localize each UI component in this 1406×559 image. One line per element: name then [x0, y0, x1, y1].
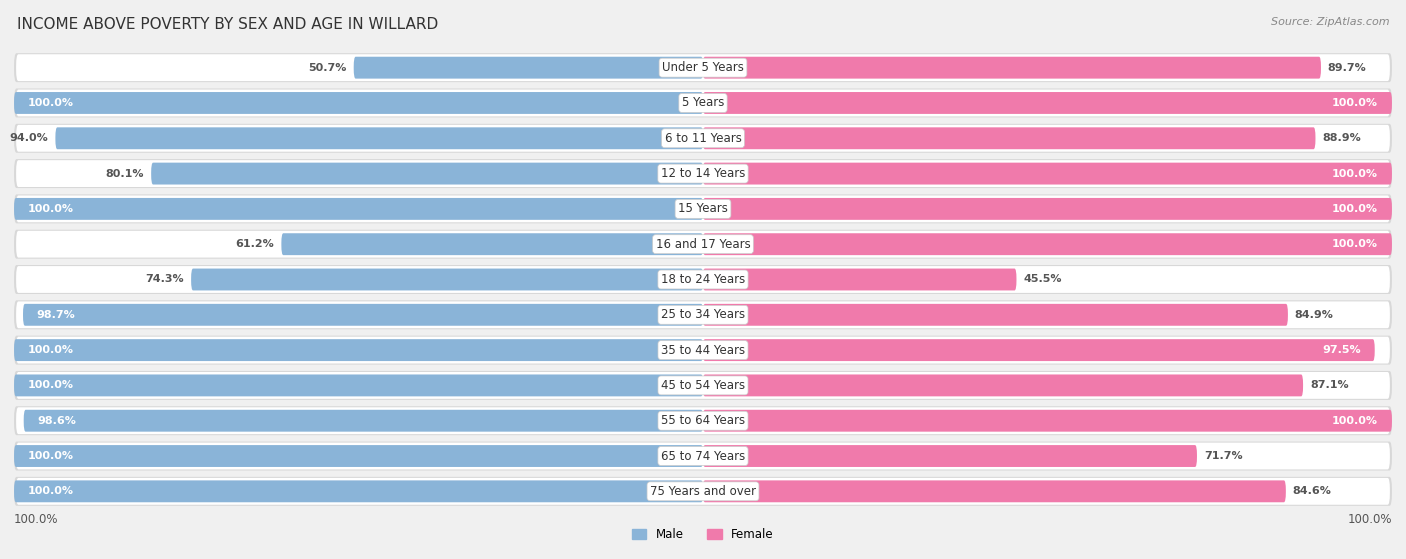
FancyBboxPatch shape — [281, 233, 703, 255]
FancyBboxPatch shape — [703, 92, 1392, 114]
FancyBboxPatch shape — [152, 163, 703, 184]
Text: 100.0%: 100.0% — [28, 381, 75, 390]
Text: Under 5 Years: Under 5 Years — [662, 61, 744, 74]
Text: 88.9%: 88.9% — [1323, 133, 1361, 143]
Text: 74.3%: 74.3% — [146, 274, 184, 285]
Text: Source: ZipAtlas.com: Source: ZipAtlas.com — [1271, 17, 1389, 27]
Text: 12 to 14 Years: 12 to 14 Years — [661, 167, 745, 180]
FancyBboxPatch shape — [14, 195, 1392, 224]
FancyBboxPatch shape — [14, 198, 703, 220]
Text: 75 Years and over: 75 Years and over — [650, 485, 756, 498]
FancyBboxPatch shape — [15, 337, 1391, 363]
FancyBboxPatch shape — [703, 339, 1375, 361]
Text: 100.0%: 100.0% — [1331, 416, 1378, 426]
FancyBboxPatch shape — [14, 159, 1392, 188]
FancyBboxPatch shape — [703, 480, 1286, 503]
Text: 6 to 11 Years: 6 to 11 Years — [665, 132, 741, 145]
Text: 16 and 17 Years: 16 and 17 Years — [655, 238, 751, 250]
Text: 100.0%: 100.0% — [28, 204, 75, 214]
Text: 100.0%: 100.0% — [1331, 169, 1378, 178]
FancyBboxPatch shape — [14, 335, 1392, 364]
FancyBboxPatch shape — [14, 265, 1392, 294]
FancyBboxPatch shape — [24, 410, 703, 432]
Text: 100.0%: 100.0% — [28, 451, 75, 461]
Text: 98.7%: 98.7% — [37, 310, 76, 320]
Text: 94.0%: 94.0% — [10, 133, 48, 143]
FancyBboxPatch shape — [703, 410, 1392, 432]
FancyBboxPatch shape — [14, 88, 1392, 117]
Text: 50.7%: 50.7% — [308, 63, 347, 73]
FancyBboxPatch shape — [14, 375, 703, 396]
FancyBboxPatch shape — [14, 230, 1392, 259]
Text: 35 to 44 Years: 35 to 44 Years — [661, 344, 745, 357]
Text: 97.5%: 97.5% — [1322, 345, 1361, 355]
FancyBboxPatch shape — [703, 445, 1197, 467]
FancyBboxPatch shape — [15, 160, 1391, 187]
FancyBboxPatch shape — [14, 124, 1392, 153]
FancyBboxPatch shape — [55, 127, 703, 149]
Text: 61.2%: 61.2% — [236, 239, 274, 249]
FancyBboxPatch shape — [14, 300, 1392, 329]
FancyBboxPatch shape — [703, 304, 1288, 326]
Text: 80.1%: 80.1% — [105, 169, 145, 178]
FancyBboxPatch shape — [703, 375, 1303, 396]
Text: 100.0%: 100.0% — [1331, 239, 1378, 249]
Text: 15 Years: 15 Years — [678, 202, 728, 215]
Text: 100.0%: 100.0% — [1331, 98, 1378, 108]
Text: 100.0%: 100.0% — [1347, 513, 1392, 525]
Text: 87.1%: 87.1% — [1310, 381, 1348, 390]
FancyBboxPatch shape — [14, 442, 1392, 471]
Text: 100.0%: 100.0% — [14, 513, 59, 525]
Legend: Male, Female: Male, Female — [633, 528, 773, 541]
Text: 100.0%: 100.0% — [28, 345, 75, 355]
FancyBboxPatch shape — [14, 480, 703, 503]
FancyBboxPatch shape — [15, 54, 1391, 81]
FancyBboxPatch shape — [15, 266, 1391, 293]
FancyBboxPatch shape — [15, 408, 1391, 434]
Text: 18 to 24 Years: 18 to 24 Years — [661, 273, 745, 286]
Text: 98.6%: 98.6% — [38, 416, 76, 426]
FancyBboxPatch shape — [14, 53, 1392, 82]
FancyBboxPatch shape — [15, 196, 1391, 222]
Text: 100.0%: 100.0% — [1331, 204, 1378, 214]
FancyBboxPatch shape — [703, 233, 1392, 255]
FancyBboxPatch shape — [14, 339, 703, 361]
Text: 100.0%: 100.0% — [28, 486, 75, 496]
FancyBboxPatch shape — [703, 198, 1392, 220]
Text: 65 to 74 Years: 65 to 74 Years — [661, 449, 745, 462]
Text: 71.7%: 71.7% — [1204, 451, 1243, 461]
Text: 100.0%: 100.0% — [28, 98, 75, 108]
Text: 45 to 54 Years: 45 to 54 Years — [661, 379, 745, 392]
Text: 5 Years: 5 Years — [682, 97, 724, 110]
FancyBboxPatch shape — [14, 477, 1392, 506]
FancyBboxPatch shape — [15, 231, 1391, 258]
Text: 84.6%: 84.6% — [1292, 486, 1331, 496]
FancyBboxPatch shape — [703, 127, 1316, 149]
Text: 89.7%: 89.7% — [1327, 63, 1367, 73]
FancyBboxPatch shape — [14, 445, 703, 467]
FancyBboxPatch shape — [14, 92, 703, 114]
Text: INCOME ABOVE POVERTY BY SEX AND AGE IN WILLARD: INCOME ABOVE POVERTY BY SEX AND AGE IN W… — [17, 17, 439, 32]
FancyBboxPatch shape — [15, 443, 1391, 470]
FancyBboxPatch shape — [703, 56, 1322, 79]
FancyBboxPatch shape — [14, 406, 1392, 435]
Text: 55 to 64 Years: 55 to 64 Years — [661, 414, 745, 427]
FancyBboxPatch shape — [15, 89, 1391, 116]
FancyBboxPatch shape — [703, 268, 1017, 291]
FancyBboxPatch shape — [15, 478, 1391, 505]
FancyBboxPatch shape — [703, 163, 1392, 184]
FancyBboxPatch shape — [14, 371, 1392, 400]
Text: 45.5%: 45.5% — [1024, 274, 1062, 285]
FancyBboxPatch shape — [15, 125, 1391, 151]
FancyBboxPatch shape — [15, 301, 1391, 328]
FancyBboxPatch shape — [15, 372, 1391, 399]
FancyBboxPatch shape — [22, 304, 703, 326]
FancyBboxPatch shape — [354, 56, 703, 79]
FancyBboxPatch shape — [191, 268, 703, 291]
Text: 25 to 34 Years: 25 to 34 Years — [661, 309, 745, 321]
Text: 84.9%: 84.9% — [1295, 310, 1334, 320]
